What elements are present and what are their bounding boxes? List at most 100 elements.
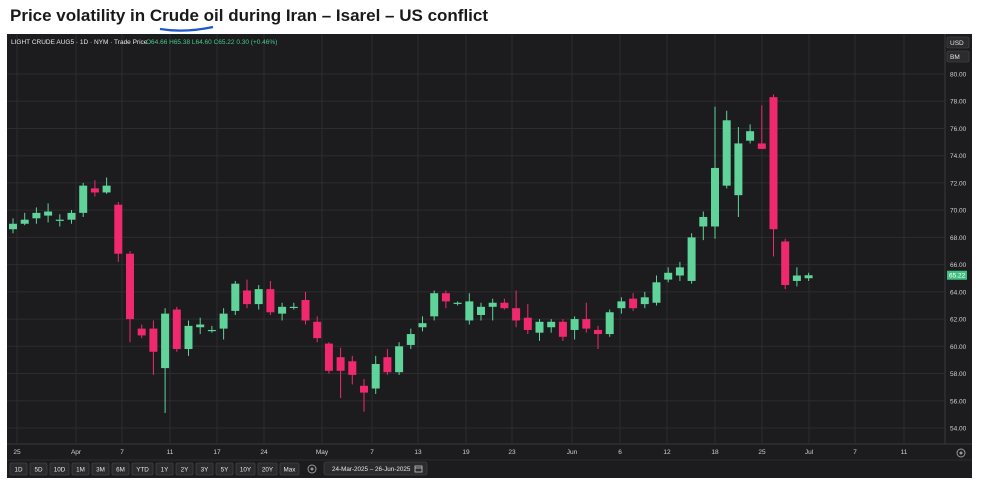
y-tick-label: 64.00 xyxy=(950,289,967,296)
y-tick-label: 72.00 xyxy=(950,180,967,187)
range-button-max[interactable]: Max xyxy=(279,462,300,476)
range-button-3y[interactable]: 3Y xyxy=(195,462,214,476)
candle-body xyxy=(430,293,439,317)
candle-body xyxy=(102,185,111,193)
candle-body xyxy=(383,357,392,373)
candle-body xyxy=(324,343,333,371)
candle-body xyxy=(792,275,801,281)
x-tick-label: 13 xyxy=(414,449,422,456)
candle-body xyxy=(231,283,240,311)
candle-body xyxy=(781,241,790,286)
last-price-tag: 65.22 xyxy=(947,270,967,280)
candle-body xyxy=(652,282,661,303)
candle-body xyxy=(348,361,357,375)
range-button-1m[interactable]: 1M xyxy=(71,462,90,476)
candle-body xyxy=(44,211,53,216)
range-button-10d[interactable]: 10D xyxy=(49,462,70,476)
candle-body xyxy=(488,302,497,307)
candle-body xyxy=(418,323,427,328)
x-tick-label: 19 xyxy=(462,449,470,456)
range-button-label: 10D xyxy=(54,467,66,474)
currency-button[interactable]: USD xyxy=(946,36,970,49)
candle-body xyxy=(699,216,708,227)
candle-body xyxy=(313,321,322,339)
candle-body xyxy=(570,319,579,330)
last-price-label: 65.22 xyxy=(949,273,966,280)
reset-view-icon[interactable] xyxy=(956,448,966,458)
range-button-5y[interactable]: 5Y xyxy=(215,462,234,476)
candle-body xyxy=(32,212,41,219)
y-tick-label: 60.00 xyxy=(950,344,967,351)
candle-body xyxy=(547,321,556,328)
settings-icon[interactable] xyxy=(307,464,317,474)
x-tick-label: 7 xyxy=(120,449,124,456)
candle-body xyxy=(453,302,462,304)
range-button-6m[interactable]: 6M xyxy=(111,462,130,476)
candle-body xyxy=(137,328,146,336)
candle-body xyxy=(243,290,251,305)
candle-body xyxy=(184,325,193,350)
y-tick-label: 68.00 xyxy=(950,235,967,242)
calendar-icon xyxy=(414,465,423,473)
scale-button-label: BM xyxy=(950,54,960,61)
candle-body xyxy=(477,306,485,315)
candle-body xyxy=(465,301,474,321)
y-tick-label: 70.00 xyxy=(950,208,967,215)
x-tick-label: 12 xyxy=(663,449,671,456)
range-button-1d[interactable]: 1D xyxy=(9,462,28,476)
x-tick-label: 18 xyxy=(711,449,719,456)
candle-body xyxy=(219,313,228,329)
title-underline xyxy=(159,25,214,32)
range-button-20y[interactable]: 20Y xyxy=(257,462,278,476)
x-tick-label: 11 xyxy=(167,449,174,456)
x-axis: 25 Apr 7 11 17 24 May 7 13 19 23 Jun 6 12 18 25 Jul 7 11 xyxy=(13,449,907,456)
candle-body xyxy=(196,324,205,328)
candle-body xyxy=(757,143,766,149)
title-highlight: Crude xyxy=(149,6,199,25)
x-tick-label: 25 xyxy=(758,449,766,456)
y-tick-label: 54.00 xyxy=(950,426,967,433)
candle-body xyxy=(55,219,64,221)
range-button-label: 5Y xyxy=(221,467,230,474)
range-button-label: 1D xyxy=(14,467,23,474)
y-tick-label: 66.00 xyxy=(950,262,967,269)
range-button-ytd[interactable]: YTD xyxy=(131,462,154,476)
y-tick-label: 78.00 xyxy=(950,99,967,106)
candle-body xyxy=(278,306,287,314)
candle-body xyxy=(395,346,404,373)
y-axis: 54.00 56.00 58.00 60.00 62.00 64.00 66.00 68.00… xyxy=(950,72,967,433)
candle-body xyxy=(441,293,450,302)
candle-body xyxy=(172,309,181,350)
title-suffix: oil during Iran – Isarel – US conflict xyxy=(198,6,489,25)
instrument-label: LIGHT CRUDE AUG5 · 1D · NYM · Trade Pric… xyxy=(11,39,148,46)
candle-body xyxy=(336,357,345,371)
range-button-5d[interactable]: 5D xyxy=(29,462,48,476)
candle-body xyxy=(266,289,275,313)
scale-button[interactable]: BM xyxy=(946,50,970,63)
range-button-1y[interactable]: 1Y xyxy=(155,462,174,476)
range-button-label: YTD xyxy=(136,467,149,474)
x-tick-label: 25 xyxy=(13,449,21,456)
x-tick-label: Apr xyxy=(71,449,82,456)
candle-body xyxy=(161,313,170,369)
candle-body xyxy=(114,204,123,254)
page-title: Price volatility in Crude oil during Ira… xyxy=(10,6,488,26)
currency-button-label: USD xyxy=(950,40,964,47)
candle-body xyxy=(582,319,591,329)
range-button-3m[interactable]: 3M xyxy=(91,462,110,476)
candle-body xyxy=(687,237,696,281)
x-tick-label: Jul xyxy=(805,449,814,456)
range-button-label: 5D xyxy=(34,467,43,474)
candle-body xyxy=(711,167,719,227)
candle-body xyxy=(558,321,567,337)
candle-body xyxy=(254,289,263,305)
range-button-2y[interactable]: 2Y xyxy=(175,462,194,476)
range-button-10y[interactable]: 10Y xyxy=(235,462,256,476)
candle-body xyxy=(67,212,76,220)
range-selector: 1D 5D 10D 1M 3M 6M YTD 1Y 2Y 3Y 5Y 10Y 20Y Max xyxy=(9,462,300,476)
date-range-picker[interactable]: 24-Mar-2025 – 26-Jun-2025 xyxy=(323,461,428,476)
candle-body xyxy=(360,385,368,393)
candle-body xyxy=(9,223,17,230)
range-button-label: 6M xyxy=(116,467,125,474)
